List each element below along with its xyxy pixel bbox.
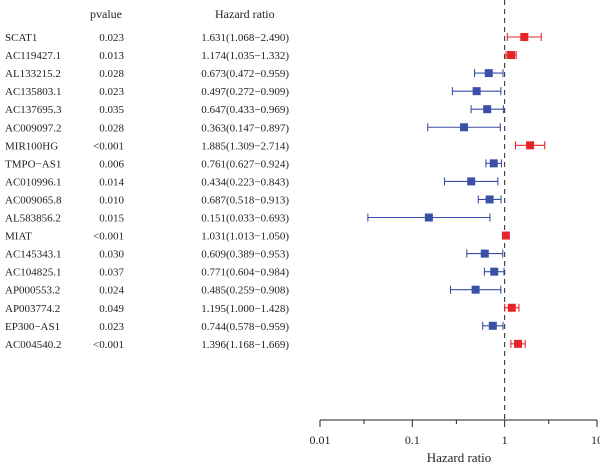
hazard-ratio-cell: 1.195(1.000−1.428) xyxy=(201,303,289,315)
table-headers: pvalue Hazard ratio xyxy=(90,7,275,21)
pvalue-cell: 0.023 xyxy=(99,32,124,44)
gene-label: EP300−AS1 xyxy=(5,321,60,333)
protective-point xyxy=(490,267,499,276)
forest-marks xyxy=(367,33,546,348)
risk-point xyxy=(507,303,516,312)
pvalue-cell: 0.037 xyxy=(99,267,124,279)
hazard-ratio-cell: 0.673(0.472−0.959) xyxy=(201,68,289,80)
hazard-ratio-header: Hazard ratio xyxy=(215,7,275,21)
hazard-ratio-cell: 0.687(0.518−0.913) xyxy=(201,194,289,206)
gene-label: AP003774.2 xyxy=(5,303,60,315)
protective-point xyxy=(480,249,489,258)
risk-point xyxy=(520,33,529,41)
protective-point xyxy=(484,69,493,78)
protective-point xyxy=(471,285,480,294)
x-tick-label: 0.1 xyxy=(405,433,420,447)
risk-point xyxy=(507,51,516,60)
x-tick-label: 1 xyxy=(502,433,508,447)
pvalue-cell: 0.030 xyxy=(99,249,124,261)
pvalue-cell: 0.006 xyxy=(99,158,124,170)
protective-point xyxy=(489,159,498,168)
gene-label: AC004540.2 xyxy=(5,339,62,351)
hazard-ratio-cell: 0.744(0.578−0.959) xyxy=(201,321,289,333)
hazard-ratio-cell: 0.363(0.147−0.897) xyxy=(201,122,289,134)
hazard-ratio-cell: 1.174(1.035−1.332) xyxy=(201,50,289,62)
protective-point xyxy=(472,87,481,96)
pvalue-cell: <0.001 xyxy=(93,339,124,351)
hazard-ratio-cell: 0.497(0.272−0.909) xyxy=(201,86,289,98)
protective-point xyxy=(485,195,494,204)
gene-label: AC145343.1 xyxy=(5,249,62,261)
hazard-ratio-cell: 1.396(1.168−1.669) xyxy=(201,339,289,351)
hazard-ratio-cell: 1.031(1.013−1.050) xyxy=(201,231,289,243)
hazard-ratio-cell: 1.631(1.068−2.490) xyxy=(201,32,289,44)
gene-label: AC104825.1 xyxy=(5,267,62,279)
protective-point xyxy=(424,213,433,222)
pvalue-header: pvalue xyxy=(90,7,122,21)
risk-point xyxy=(514,339,523,348)
hazard-ratio-cell: 1.885(1.309−2.714) xyxy=(201,140,289,152)
x-tick-label: 10 xyxy=(591,433,600,447)
hazard-ratio-cell: 0.485(0.259−0.908) xyxy=(201,285,289,297)
pvalue-cell: 0.035 xyxy=(99,104,124,116)
protective-point xyxy=(483,105,492,114)
gene-label: TMPO−AS1 xyxy=(5,158,61,170)
protective-point xyxy=(488,321,497,330)
gene-label: AC009065.8 xyxy=(5,194,62,206)
gene-label: AC137695.3 xyxy=(5,104,62,116)
pvalue-cell: 0.024 xyxy=(99,285,124,297)
pvalue-cell: 0.015 xyxy=(99,213,124,225)
hazard-ratio-cell: 0.151(0.033−0.693) xyxy=(201,213,289,225)
pvalue-cell: 0.014 xyxy=(99,176,124,188)
pvalue-cell: 0.013 xyxy=(99,50,124,62)
protective-point xyxy=(467,177,476,186)
gene-label: MIAT xyxy=(5,231,32,243)
pvalue-cell: <0.001 xyxy=(93,140,124,152)
x-axis: 0.01 0.1 1 10 xyxy=(310,0,600,447)
x-tick-label: 0.01 xyxy=(310,433,331,447)
risk-point xyxy=(501,231,510,240)
gene-label: AL583856.2 xyxy=(5,213,61,225)
gene-label: MIR100HG xyxy=(5,140,58,152)
pvalue-cell: 0.010 xyxy=(99,194,124,206)
hazard-ratio-cell: 0.771(0.604−0.984) xyxy=(201,267,289,279)
results-table: SCAT1 0.023 1.631(1.068−2.490) AC119427.1 0.… xyxy=(5,32,289,351)
x-axis-label: Hazard ratio xyxy=(427,450,492,465)
gene-label: AL133215.2 xyxy=(5,68,61,80)
hazard-ratio-cell: 0.609(0.389−0.953) xyxy=(201,249,289,261)
gene-label: AC009097.2 xyxy=(5,122,62,134)
gene-label: AP000553.2 xyxy=(5,285,60,297)
gene-label: AC119427.1 xyxy=(5,50,61,62)
pvalue-cell: 0.049 xyxy=(99,303,124,315)
hazard-ratio-cell: 0.647(0.433−0.969) xyxy=(201,104,289,116)
gene-label: AC135803.1 xyxy=(5,86,62,98)
risk-point xyxy=(526,141,535,150)
protective-point xyxy=(460,123,469,132)
hazard-ratio-cell: 0.761(0.627−0.924) xyxy=(201,158,289,170)
pvalue-cell: 0.028 xyxy=(99,122,124,134)
pvalue-cell: 0.023 xyxy=(99,321,124,333)
pvalue-cell: <0.001 xyxy=(93,231,124,243)
gene-label: AC010996.1 xyxy=(5,176,62,188)
hazard-ratio-cell: 0.434(0.223−0.843) xyxy=(201,176,289,188)
gene-label: SCAT1 xyxy=(5,32,37,44)
pvalue-cell: 0.023 xyxy=(99,86,124,98)
pvalue-cell: 0.028 xyxy=(99,68,124,80)
